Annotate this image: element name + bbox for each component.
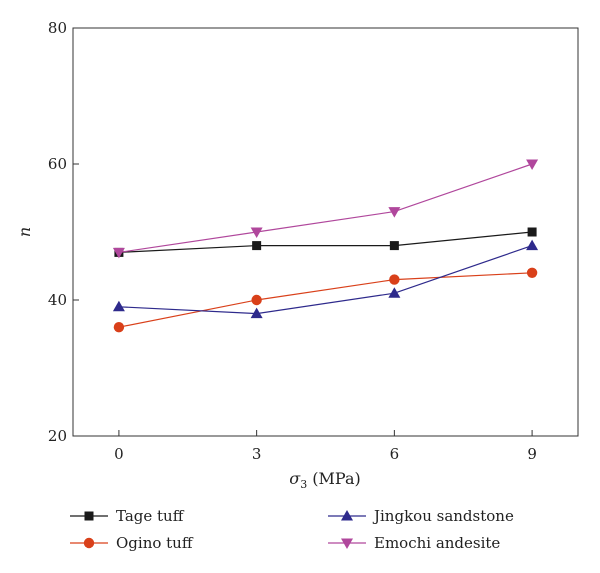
y-tick-label: 80 [48, 19, 67, 37]
data-point [112, 247, 125, 259]
legend-label: Emochi andesite [374, 534, 500, 552]
y-axis-label: n [15, 227, 34, 237]
y-axis: 20 40 60 80 [48, 19, 79, 445]
legend-item: Ogino tuff [70, 534, 194, 552]
y-tick-label: 20 [48, 427, 67, 445]
x-axis-label-unit: (MPa) [307, 469, 361, 488]
plot-frame [72, 27, 579, 437]
series-0 [114, 227, 537, 257]
data-point [526, 267, 538, 278]
x-axis: 0 3 6 9 [114, 430, 537, 463]
data-point [251, 294, 262, 306]
series-line [118, 231, 533, 253]
legend-label: Jingkou sandstone [372, 507, 514, 525]
series-layer [112, 159, 539, 333]
legend-item: Jingkou sandstone [328, 507, 514, 525]
data-point [389, 274, 400, 285]
x-axis-label-subscript: 3 [300, 478, 307, 491]
legend-label: Ogino tuff [116, 534, 194, 552]
series-3 [112, 159, 539, 259]
data-point [527, 227, 537, 237]
x-axis-label-symbol: σ [289, 469, 301, 488]
data-point [388, 287, 401, 298]
x-tick-label: 9 [527, 445, 537, 463]
y-tick-label: 40 [48, 291, 67, 309]
legend-label: Tage tuff [116, 507, 185, 525]
legend: Tage tuff Ogino tuff Jingkou sandstone Emoc… [70, 507, 514, 552]
legend-marker [83, 537, 95, 549]
data-point [526, 159, 539, 170]
legend-marker [341, 510, 353, 521]
data-point [389, 241, 399, 251]
data-point [526, 239, 539, 251]
x-tick-label: 0 [114, 445, 124, 463]
data-point [113, 322, 125, 333]
data-point [252, 241, 262, 251]
x-tick-label: 3 [252, 445, 262, 463]
series-line [118, 163, 533, 253]
x-axis-label: σ3 (MPa) [289, 469, 360, 491]
data-point [388, 207, 401, 218]
series-1 [113, 267, 538, 333]
series-line [118, 272, 533, 328]
legend-item: Emochi andesite [328, 534, 500, 552]
series-2 [112, 239, 539, 319]
data-point [112, 300, 125, 312]
data-point [250, 307, 263, 319]
legend-marker [341, 538, 353, 549]
legend-marker [84, 511, 94, 521]
y-tick-label: 60 [48, 155, 67, 173]
series-line [118, 245, 533, 315]
x-tick-label: 6 [390, 445, 400, 463]
data-point [250, 227, 263, 238]
legend-item: Tage tuff [70, 507, 185, 525]
